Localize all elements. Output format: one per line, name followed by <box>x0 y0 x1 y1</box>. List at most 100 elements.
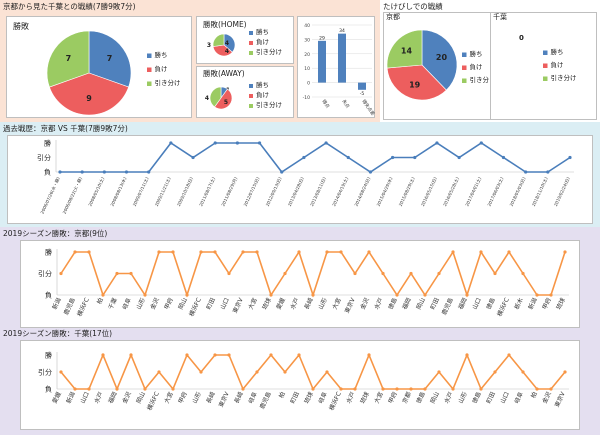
chiba-2019-x-label-6: 岡山 <box>134 390 146 404</box>
kyoto-2019-x-label-29: 福岡 <box>456 296 468 310</box>
chiba-2019-point-23 <box>381 387 385 391</box>
chiba-2019-x-label-9: 甲府 <box>176 390 188 404</box>
history-point-8 <box>235 141 239 145</box>
history-x-label-0: 2006/07/26(水・蘇) <box>39 176 62 216</box>
chiba-2019-x-label-24: 甲府 <box>386 390 398 404</box>
chiba-2019-point-16 <box>283 370 287 374</box>
chiba-2019-point-13 <box>241 387 245 391</box>
chiba-2019-point-34 <box>535 387 539 391</box>
chiba-2019-y-label-0: 勝 <box>45 351 52 360</box>
chiba-2019-point-9 <box>185 353 189 357</box>
bar-tick-label-3: 10 <box>304 66 310 72</box>
away-pie-chart: 154勝ち負け引き分け <box>205 80 282 110</box>
overall-legend-swatch-0 <box>147 53 152 58</box>
history-point-10 <box>280 170 284 174</box>
chiba-2019-series-line <box>60 352 566 392</box>
kyoto-2019-x-label-35: 甲府 <box>540 296 552 310</box>
chiba-2019-y-label-2: 負 <box>45 385 52 394</box>
history-x-label-6: 2009/10/18(日) <box>176 176 195 207</box>
history-point-5 <box>169 141 173 145</box>
kyoto-2019-y-label-2: 負 <box>45 291 52 300</box>
kyoto-2019-point-19 <box>325 250 329 254</box>
top-left-title: 京都から見た千葉との戦績(7勝9敗7分) <box>3 2 136 11</box>
kyoto-2019-chart-box: 勝引分負新潟 鹿児島 横浜FC 柏千葉 岐阜 山形 金沢 甲府 岡山 横浜FC 町田 山口 東京V 大宮琉… <box>20 240 580 328</box>
overall-pie-title: 勝敗 <box>13 22 29 31</box>
history-x-label-3: 2008/08/13(水) <box>109 176 128 207</box>
home-slice-0 <box>223 33 236 53</box>
kyoto-2019-x-label-21: 東京V <box>343 296 357 315</box>
home-legend-swatch-2 <box>249 51 253 55</box>
chiba-2019-point-36 <box>563 370 567 374</box>
chiba-2019-point-1 <box>73 387 77 391</box>
history-point-22 <box>546 170 550 174</box>
chiba-2019-point-15 <box>269 353 273 357</box>
history-point-19 <box>479 141 483 145</box>
kyoto-2019-x-label-12: 山口 <box>218 296 230 310</box>
chiba-2019-x-label-8: 大宮 <box>162 390 174 404</box>
chiba-2019-point-0 <box>59 370 63 374</box>
home-slice-2 <box>212 33 225 47</box>
kyoto-home-legend-swatch-0 <box>462 52 467 57</box>
chiba-2019-point-4 <box>115 387 119 391</box>
bar-1 <box>338 33 346 83</box>
away-slice-label-2: 4 <box>205 95 209 102</box>
away-slice-1 <box>214 88 233 110</box>
kyoto-2019-x-label-25: 福岡 <box>400 296 412 310</box>
away-slice-label-1: 5 <box>224 99 228 106</box>
kyoto-2019-point-1 <box>73 250 77 254</box>
bar-2 <box>358 82 366 90</box>
goal-bar-box: 40 30 20 10 0 -10 29 得点 34 失点 -5 得失点差 <box>297 16 376 118</box>
kyoto-2019-point-35 <box>549 293 553 297</box>
kyoto-home-legend-label-0: 勝ち <box>470 49 483 58</box>
kyoto-2019-x-label-22: 金沢 <box>358 296 370 310</box>
chiba-2019-x-label-17: 町田 <box>289 391 300 405</box>
kyoto-2019-x-label-33: 栃木 <box>512 296 524 310</box>
history-point-11 <box>302 155 306 160</box>
history-x-label-1: 2006/08/22(火・蘇) <box>61 176 84 216</box>
home-legend-label-0: 勝ち <box>256 27 269 36</box>
history-point-0 <box>58 170 62 174</box>
away-legend-swatch-1 <box>249 94 253 98</box>
history-x-label-18: 2016/05/28(土) <box>441 176 460 207</box>
kyoto-2019-x-label-28: 鹿児島 <box>440 296 455 316</box>
chiba-2019-point-2 <box>87 387 91 391</box>
chiba-2019-x-label-34: 柏 <box>529 390 539 399</box>
chiba-2019-x-label-22: 琉球 <box>358 390 370 404</box>
chiba-home-legend-label-0: 勝ち <box>551 47 564 56</box>
history-chart-box: 勝引分負 2006/07/26(水・蘇) 2006/08/22(火・蘇) 2008/0… <box>7 135 593 224</box>
kyoto-2019-point-25 <box>409 271 413 276</box>
chiba-2019-point-18 <box>311 387 315 391</box>
chiba-2019-x-label-21: 水戸 <box>344 390 356 404</box>
bar-tick-label-0: 40 <box>304 23 310 29</box>
home-pie-title: 勝敗(HOME) <box>203 20 247 29</box>
history-x-label-12: 2013/08/11(日) <box>309 176 328 207</box>
chiba-2019-point-14 <box>255 370 259 374</box>
history-point-2 <box>102 170 106 174</box>
overall-slice-0 <box>88 30 132 88</box>
chiba-home-legend-swatch-2 <box>543 76 548 81</box>
bar-tick-label-2: 20 <box>304 52 310 58</box>
kyoto-2019-y-label-0: 勝 <box>45 248 52 257</box>
history-point-15 <box>391 155 395 160</box>
kyoto-2019-x-label-13: 東京V <box>231 296 245 315</box>
chiba-2019-x-label-16: 柏 <box>277 390 287 399</box>
kyoto-2019-point-2 <box>87 250 91 254</box>
chiba-2019-point-29 <box>465 353 469 357</box>
overall-slice-2 <box>46 30 90 88</box>
chiba-2019-x-label-2: 山口 <box>78 390 90 404</box>
kyoto-2019-point-30 <box>479 250 483 254</box>
kyoto-2019-x-label-24: 徳島 <box>386 296 398 310</box>
kyoto-home-slice-0 <box>421 29 458 91</box>
kyoto-2019-point-29 <box>465 293 469 297</box>
bar-category-label-0: 得点 <box>320 98 331 110</box>
history-x-label-11: 2013/04/28(日) <box>287 176 306 207</box>
history-series-line <box>60 141 571 174</box>
kyoto-2019-x-label-0: 新潟 <box>50 296 62 310</box>
kyoto-2019-x-label-11: 町田 <box>205 297 216 311</box>
history-point-17 <box>435 141 439 145</box>
kyoto-2019-point-5 <box>129 271 133 276</box>
kyoto-2019-point-7 <box>157 250 161 254</box>
